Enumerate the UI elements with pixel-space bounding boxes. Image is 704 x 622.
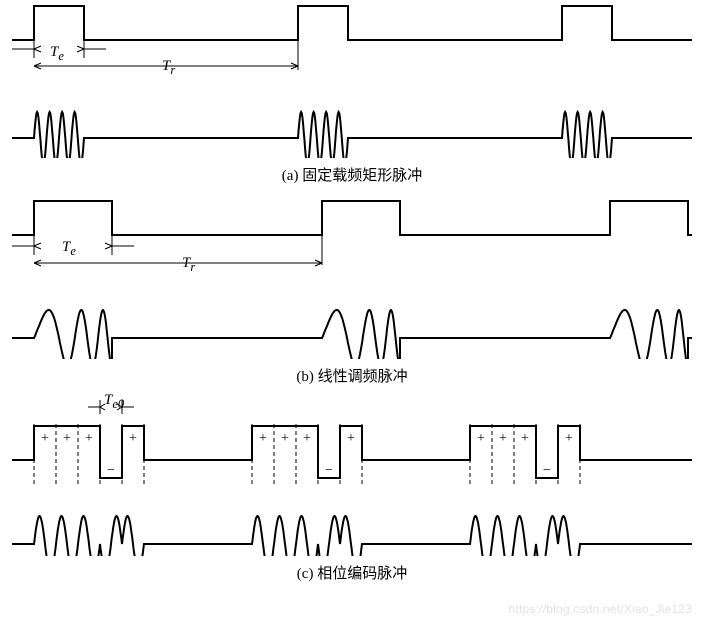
panel-c: Te0 + + + − + + + + − + + + + − + — [12, 394, 692, 556]
label-Te-a: Te — [50, 44, 64, 64]
svg-text:+: + — [477, 431, 485, 446]
caption-c: (c) 相位编码脉冲 — [0, 556, 704, 587]
watermark: https://blog.csdn.net/Xiao_Jie123 — [509, 602, 692, 616]
panel-a-dims — [12, 40, 692, 70]
svg-text:+: + — [281, 431, 289, 446]
svg-text:+: + — [499, 431, 507, 446]
svg-text:+: + — [565, 431, 573, 446]
svg-text:+: + — [129, 431, 137, 446]
panel-a-carrier — [12, 88, 692, 158]
svg-text:+: + — [347, 431, 355, 446]
svg-text:+: + — [303, 431, 311, 446]
svg-text:+: + — [63, 431, 71, 446]
panel-b: Te Tr — [12, 195, 692, 359]
panel-a: Te Tr — [12, 0, 692, 158]
svg-text:−: − — [543, 463, 551, 478]
panel-c-code-train: + + + − + + + + − + + + + − + — [12, 416, 692, 486]
label-Tr-b: Tr — [182, 255, 195, 275]
label-Te0: Te0 — [104, 392, 124, 412]
label-Te-b: Te — [62, 239, 76, 259]
panel-b-chirp — [12, 283, 692, 359]
label-Tr-a: Tr — [162, 58, 175, 78]
svg-text:+: + — [521, 431, 529, 446]
svg-text:−: − — [325, 463, 333, 478]
svg-text:+: + — [85, 431, 93, 446]
svg-text:+: + — [41, 431, 49, 446]
svg-text:+: + — [259, 431, 267, 446]
panel-b-dims — [12, 235, 692, 269]
svg-text:−: − — [107, 463, 115, 478]
panel-c-carrier — [12, 480, 692, 556]
caption-b: (b) 线性调频脉冲 — [0, 359, 704, 390]
caption-a: (a) 固定载频矩形脉冲 — [0, 158, 704, 189]
